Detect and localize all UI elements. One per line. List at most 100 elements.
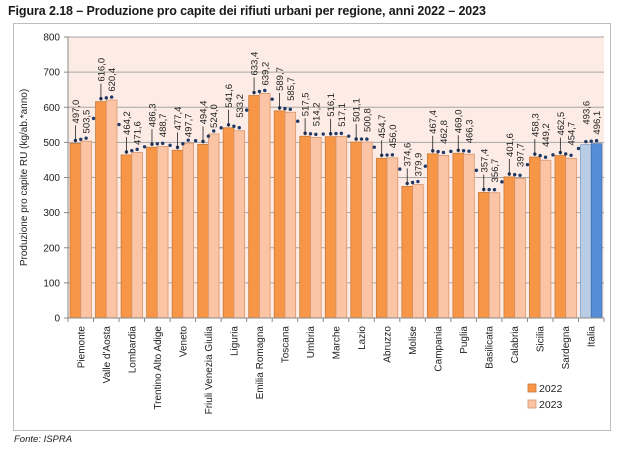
trend-dot <box>263 88 267 93</box>
data-label-2023: 454,7 <box>567 122 578 146</box>
trend-dot <box>79 137 83 141</box>
data-label-2022: 464,2 <box>122 111 133 135</box>
bar-2022 <box>95 101 107 319</box>
trend-dot <box>461 149 466 153</box>
trend-dot <box>308 132 313 136</box>
category-label: Liguria <box>229 326 240 356</box>
category-label: Basilicata <box>485 326 496 369</box>
category-label: Umbria <box>306 326 317 359</box>
trend-dot <box>257 89 262 94</box>
bar-2022 <box>171 149 184 319</box>
category-label: Toscana <box>280 326 291 364</box>
axes <box>64 36 605 322</box>
trend-dot <box>487 187 491 192</box>
trend-dot <box>212 129 216 133</box>
bar-2023 <box>156 145 169 319</box>
trend-dot <box>372 145 376 149</box>
category-label: Calabria <box>510 326 521 364</box>
trend-dot <box>584 139 588 144</box>
trend-dot <box>104 96 108 100</box>
data-label-2023: 585,7 <box>286 77 297 101</box>
trend-dot <box>564 152 568 156</box>
trend-dot <box>193 139 198 143</box>
trend-dot <box>160 141 165 146</box>
data-label-2022: 616,0 <box>96 58 107 82</box>
y-tick-label: 700 <box>43 68 60 79</box>
data-label-2022: 497,0 <box>71 100 82 124</box>
bar-2022 <box>69 143 82 319</box>
category-labels: Piemonte Valle d'Aosta Lombardia Trentino A… <box>76 326 597 415</box>
trend-dot <box>84 136 88 140</box>
trend-dot <box>423 164 428 168</box>
trend-dot <box>467 149 471 153</box>
chart-frame <box>13 23 611 431</box>
data-label-2022: 541,6 <box>224 84 235 108</box>
bar-2022 <box>299 135 311 319</box>
bar-2022 <box>426 153 439 319</box>
data-label-2023: 379,9 <box>413 153 424 177</box>
trend-dot <box>543 155 548 159</box>
data-label-2023: 497,7 <box>184 113 195 137</box>
trend-dot <box>130 148 134 153</box>
data-label-2023: 496,1 <box>592 111 603 135</box>
y-tick-label: 200 <box>43 243 60 254</box>
category-label: Veneto <box>178 326 189 358</box>
data-label-2022: 493,6 <box>581 101 592 125</box>
bars <box>69 93 603 319</box>
trend-dot <box>109 95 114 99</box>
trend-dot <box>91 116 96 121</box>
y-tick-label: 300 <box>43 208 60 219</box>
trend-dot <box>594 139 599 143</box>
data-label-2023: 620,4 <box>107 68 118 92</box>
bar-2023 <box>590 143 603 319</box>
bar-2023 <box>259 93 271 319</box>
bar-2022 <box>401 186 413 319</box>
data-label-2023: 356,7 <box>490 159 501 183</box>
data-label-2023: 500,8 <box>362 108 373 132</box>
legend-swatch-2023 <box>527 399 537 409</box>
trend-dot <box>186 138 190 142</box>
bar-2022 <box>478 192 490 319</box>
bar-2022 <box>375 157 388 319</box>
category-label: Lazio <box>357 326 368 350</box>
trend-dot <box>155 142 160 146</box>
bar-2023 <box>488 192 501 319</box>
y-tick-label: 400 <box>43 173 60 184</box>
trend-dot <box>339 131 344 136</box>
y-tick-label: 500 <box>43 138 60 149</box>
category-label: Emilia Romagna <box>255 326 266 400</box>
data-label-2022: 467,4 <box>428 110 439 134</box>
data-label-2022: 374,6 <box>403 143 414 167</box>
trend-dot <box>398 167 402 171</box>
data-label-2023: 462,8 <box>439 120 450 144</box>
trend-dot <box>385 153 389 157</box>
data-label-2022: 494,4 <box>199 101 210 125</box>
y-tick-label: 800 <box>43 33 60 44</box>
data-label-2022: 501,1 <box>352 98 363 122</box>
source-note: Fonte: ISPRA <box>14 434 73 445</box>
bar-2023 <box>386 157 399 319</box>
bar-2022 <box>324 136 337 319</box>
trend-dot <box>296 119 300 123</box>
bar-2022 <box>248 95 260 319</box>
y-tick-label: 0 <box>54 314 60 325</box>
trend-dot <box>181 142 185 146</box>
legend: 2022 2023 <box>527 383 563 411</box>
bar-2022 <box>273 110 286 319</box>
bar-2022 <box>503 176 516 319</box>
bar-2023 <box>437 155 450 319</box>
data-label-2022: 516,1 <box>326 93 337 117</box>
y-tick-labels: 0 100 200 300 400 500 600 700 800 <box>43 33 60 325</box>
trend-dot <box>538 153 542 158</box>
trend-dot <box>449 149 453 154</box>
trend-dot <box>359 137 364 141</box>
trend-dot <box>334 131 338 136</box>
figure-title: Figura 2.18 – Produzione pro capite dei … <box>8 4 486 18</box>
trend-dot <box>512 172 517 177</box>
bar-2023 <box>80 140 92 319</box>
bar-2023 <box>105 99 118 319</box>
trend-dot <box>168 143 172 148</box>
data-label-2022: 477,4 <box>173 107 184 131</box>
legend-label-2023: 2023 <box>539 399 563 411</box>
